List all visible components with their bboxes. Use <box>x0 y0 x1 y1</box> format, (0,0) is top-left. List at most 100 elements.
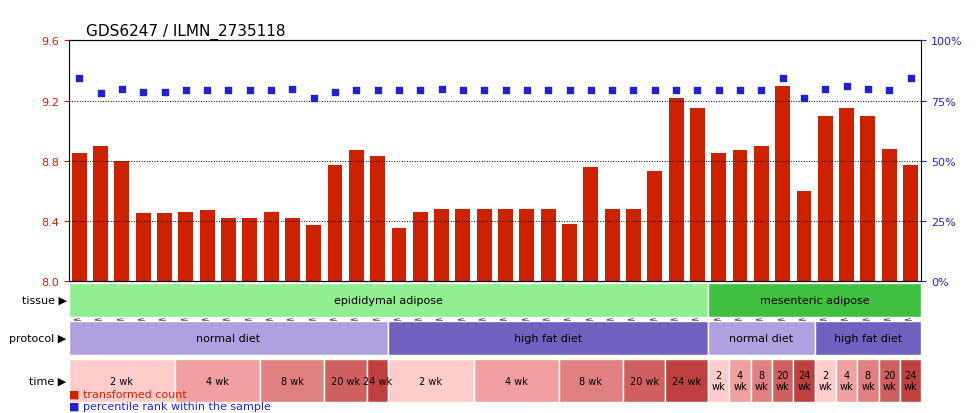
Bar <box>882 150 897 281</box>
Bar <box>563 224 577 281</box>
Point <box>860 86 876 93</box>
Point <box>114 86 129 93</box>
Point <box>476 88 492 94</box>
Point <box>369 88 385 94</box>
Bar <box>583 167 598 281</box>
Point <box>327 89 343 95</box>
FancyBboxPatch shape <box>772 359 794 402</box>
Bar <box>519 209 534 281</box>
Text: 24
wk: 24 wk <box>797 370 810 392</box>
Point <box>903 76 918 82</box>
Text: GDS6247 / ILMN_2735118: GDS6247 / ILMN_2735118 <box>85 24 285 40</box>
Bar <box>392 229 407 281</box>
Point <box>242 88 258 94</box>
Bar <box>264 212 278 281</box>
Bar <box>349 151 364 281</box>
Bar <box>413 212 427 281</box>
Bar <box>711 154 726 281</box>
Bar <box>136 214 151 281</box>
Point <box>796 95 811 102</box>
Bar <box>860 116 875 281</box>
FancyBboxPatch shape <box>708 359 729 402</box>
Point <box>306 95 321 102</box>
Text: 8 wk: 8 wk <box>579 376 603 386</box>
Bar <box>733 151 748 281</box>
Point <box>817 86 833 93</box>
FancyBboxPatch shape <box>878 359 900 402</box>
Text: high fat diet: high fat diet <box>514 333 582 343</box>
Bar <box>307 226 321 281</box>
Text: ■ transformed count: ■ transformed count <box>69 389 186 399</box>
FancyBboxPatch shape <box>69 321 388 355</box>
Bar <box>477 209 492 281</box>
FancyBboxPatch shape <box>388 321 708 355</box>
Bar <box>221 218 236 281</box>
Bar <box>668 98 683 281</box>
Point <box>775 76 791 82</box>
Point <box>625 88 641 94</box>
Bar <box>626 209 641 281</box>
Point <box>647 88 662 94</box>
Bar <box>242 218 257 281</box>
Point <box>754 88 769 94</box>
Bar <box>157 214 172 281</box>
Text: tissue ▶: tissue ▶ <box>22 295 67 305</box>
Bar <box>200 211 215 281</box>
FancyBboxPatch shape <box>708 283 921 317</box>
Bar <box>115 161 129 281</box>
Point <box>583 88 599 94</box>
Bar <box>93 146 108 281</box>
Text: 20 wk: 20 wk <box>629 376 659 386</box>
FancyBboxPatch shape <box>69 283 708 317</box>
Text: 20
wk: 20 wk <box>882 370 896 392</box>
Point <box>284 86 300 93</box>
Bar <box>178 212 193 281</box>
Bar <box>818 116 833 281</box>
Text: mesenteric adipose: mesenteric adipose <box>760 295 869 305</box>
Text: normal diet: normal diet <box>729 333 794 343</box>
Text: 4
wk: 4 wk <box>733 370 747 392</box>
Bar <box>690 109 705 281</box>
FancyBboxPatch shape <box>836 359 858 402</box>
FancyBboxPatch shape <box>623 359 665 402</box>
Text: protocol ▶: protocol ▶ <box>10 333 67 343</box>
Text: high fat diet: high fat diet <box>834 333 902 343</box>
Text: 8
wk: 8 wk <box>755 370 768 392</box>
Text: 20 wk: 20 wk <box>331 376 361 386</box>
Point <box>732 88 748 94</box>
Point <box>93 90 109 97</box>
Point <box>413 88 428 94</box>
FancyBboxPatch shape <box>814 321 921 355</box>
Bar <box>605 209 619 281</box>
FancyBboxPatch shape <box>388 359 473 402</box>
Bar <box>285 218 300 281</box>
Text: 8
wk: 8 wk <box>861 370 875 392</box>
Point <box>839 83 855 90</box>
Text: epididymal adipose: epididymal adipose <box>334 295 443 305</box>
Text: 2 wk: 2 wk <box>419 376 442 386</box>
FancyBboxPatch shape <box>814 359 836 402</box>
Text: 2 wk: 2 wk <box>111 376 133 386</box>
Text: 24
wk: 24 wk <box>904 370 917 392</box>
FancyBboxPatch shape <box>69 359 175 402</box>
Bar <box>648 172 662 281</box>
Point <box>540 88 556 94</box>
Point <box>434 86 450 93</box>
Bar <box>904 166 918 281</box>
Text: 24 wk: 24 wk <box>364 376 392 386</box>
Bar <box>797 191 811 281</box>
Text: 2
wk: 2 wk <box>711 370 725 392</box>
Point <box>199 88 215 94</box>
FancyBboxPatch shape <box>708 321 814 355</box>
Bar <box>456 209 470 281</box>
Point <box>498 88 514 94</box>
Point <box>264 88 279 94</box>
Point <box>220 88 236 94</box>
Point <box>519 88 535 94</box>
Point <box>135 89 151 95</box>
Text: 4 wk: 4 wk <box>505 376 527 386</box>
Text: 24 wk: 24 wk <box>672 376 702 386</box>
FancyBboxPatch shape <box>858 359 878 402</box>
Text: 20
wk: 20 wk <box>776 370 790 392</box>
FancyBboxPatch shape <box>665 359 708 402</box>
